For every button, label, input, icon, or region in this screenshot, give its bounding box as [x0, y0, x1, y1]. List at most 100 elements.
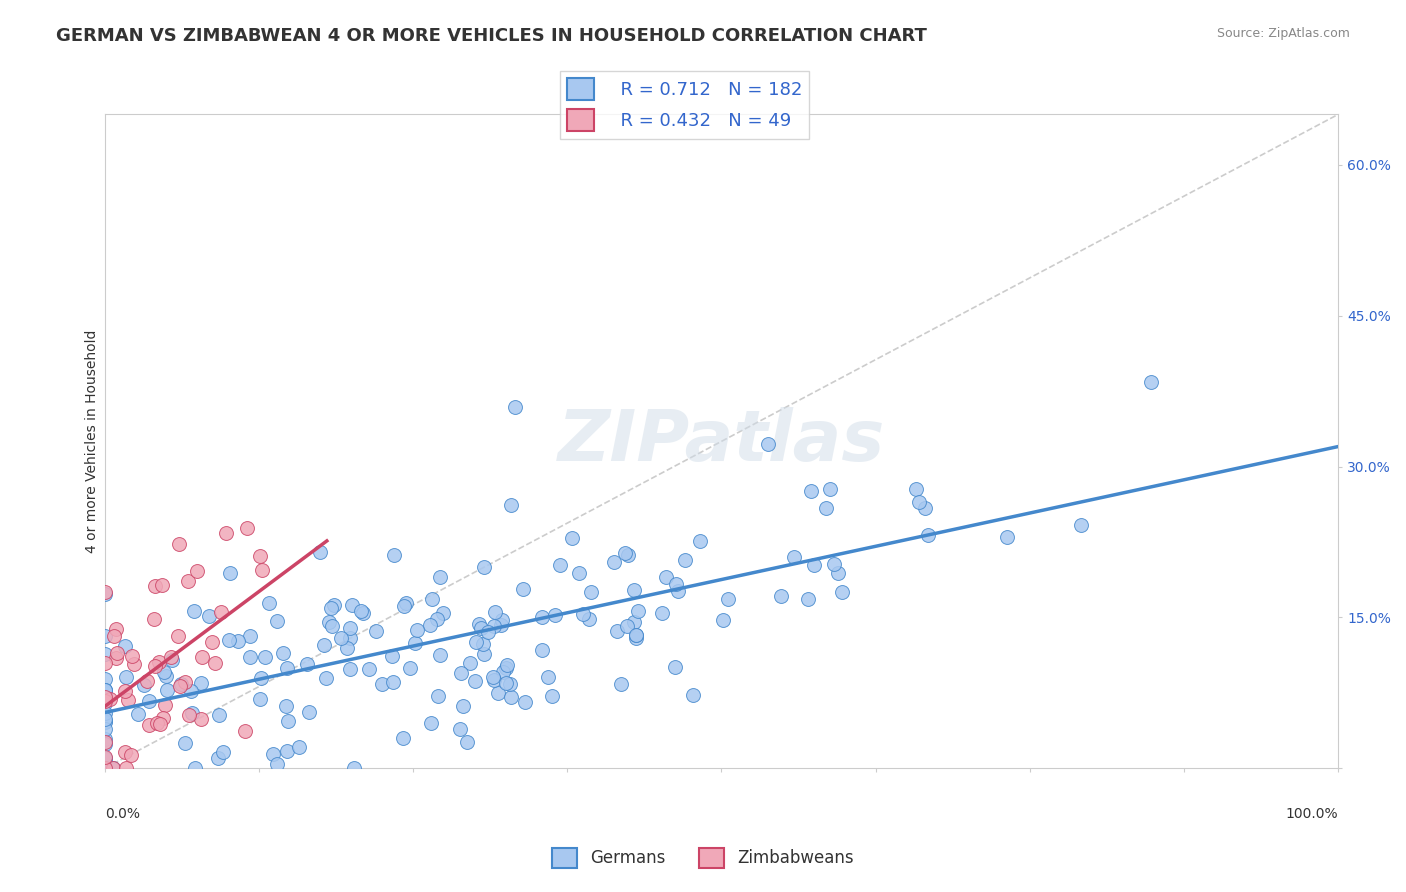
Germans [180, 706, 202, 720]
Germans [274, 698, 297, 713]
Zimbabweans [101, 761, 124, 775]
Germans [917, 528, 939, 542]
Germans [496, 657, 519, 672]
Germans [183, 604, 205, 618]
Germans [94, 587, 117, 601]
Germans [831, 585, 853, 599]
Germans [689, 533, 711, 548]
Zimbabweans [145, 659, 167, 673]
Zimbabweans [190, 711, 212, 725]
Germans [392, 599, 415, 613]
Zimbabweans [120, 748, 142, 763]
Legend: Germans, Zimbabweans: Germans, Zimbabweans [546, 841, 860, 875]
Germans [491, 613, 513, 627]
Germans [561, 531, 583, 545]
Germans [484, 605, 506, 619]
Germans [276, 661, 298, 675]
Germans [501, 499, 523, 513]
Germans [617, 548, 640, 562]
Germans [481, 670, 503, 684]
Zimbabweans [152, 711, 174, 725]
Germans [503, 400, 526, 414]
Germans [315, 671, 337, 685]
Germans [418, 618, 440, 632]
Legend:   R = 0.712   N = 182,   R = 0.432   N = 49: R = 0.712 N = 182, R = 0.432 N = 49 [560, 71, 808, 138]
Germans [495, 661, 517, 675]
Germans [174, 736, 197, 750]
Germans [405, 624, 427, 638]
Germans [94, 628, 117, 642]
Zimbabweans [138, 718, 160, 732]
Germans [820, 482, 842, 496]
Germans [482, 619, 505, 633]
Germans [262, 747, 284, 762]
Zimbabweans [201, 634, 224, 648]
Germans [197, 609, 219, 624]
Zimbabweans [150, 577, 173, 591]
Germans [330, 631, 353, 645]
Germans [94, 672, 117, 686]
Germans [115, 670, 138, 684]
Germans [499, 676, 522, 690]
Zimbabweans [233, 723, 256, 738]
Germans [530, 642, 553, 657]
Germans [226, 633, 249, 648]
Germans [339, 662, 361, 676]
Germans [1140, 375, 1163, 389]
Germans [218, 632, 240, 647]
Germans [530, 609, 553, 624]
Germans [94, 761, 117, 775]
Germans [392, 731, 415, 745]
Germans [501, 690, 523, 704]
Zimbabweans [149, 716, 172, 731]
Germans [207, 751, 229, 765]
Zimbabweans [114, 745, 136, 759]
Germans [340, 598, 363, 612]
Germans [426, 611, 449, 625]
Germans [716, 591, 738, 606]
Zimbabweans [94, 761, 117, 775]
Germans [606, 624, 628, 638]
Germans [211, 745, 233, 759]
Germans [468, 616, 491, 631]
Germans [623, 582, 645, 597]
Germans [152, 665, 174, 680]
Germans [321, 618, 343, 632]
Germans [359, 662, 381, 676]
Germans [94, 647, 117, 661]
Germans [249, 671, 271, 685]
Germans [364, 624, 387, 639]
Germans [572, 607, 595, 621]
Germans [309, 545, 332, 559]
Zimbabweans [177, 574, 200, 589]
Germans [381, 675, 404, 690]
Germans [756, 437, 779, 451]
Zimbabweans [114, 761, 136, 775]
Germans [318, 615, 340, 629]
Germans [472, 637, 495, 651]
Germans [94, 731, 117, 746]
Germans [94, 751, 117, 765]
Germans [655, 570, 678, 584]
Germans [1070, 517, 1092, 532]
Germans [179, 684, 201, 698]
Germans [395, 596, 418, 610]
Germans [94, 682, 117, 697]
Zimbabweans [249, 549, 271, 563]
Germans [515, 694, 537, 708]
Zimbabweans [167, 629, 190, 643]
Germans [486, 686, 509, 700]
Germans [190, 676, 212, 690]
Germans [371, 677, 394, 691]
Germans [156, 682, 179, 697]
Germans [432, 606, 454, 620]
Zimbabweans [209, 605, 232, 619]
Germans [239, 650, 262, 665]
Germans [675, 553, 697, 567]
Germans [339, 632, 361, 646]
Germans [94, 722, 117, 736]
Germans [665, 577, 688, 591]
Germans [610, 677, 633, 691]
Germans [914, 500, 936, 515]
Germans [160, 653, 183, 667]
